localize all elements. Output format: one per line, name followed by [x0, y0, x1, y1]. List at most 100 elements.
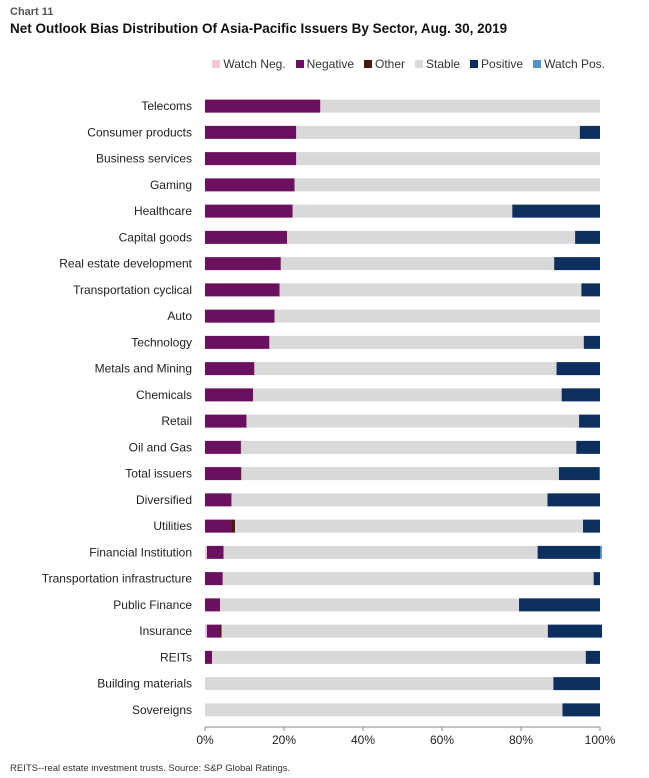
legend-item-positive: Positive — [470, 57, 523, 71]
category-label-utilities: Utilities — [153, 519, 192, 533]
category-label-capital-goods: Capital goods — [119, 230, 192, 244]
category-label-reits: REITs — [160, 650, 192, 664]
bar-stable-telecoms — [320, 99, 600, 113]
x-tick-label-2: 40% — [351, 733, 375, 747]
bar-negative-reits — [205, 650, 213, 664]
legend-swatch-watch-neg — [212, 60, 221, 68]
category-label-transportation-infrastructure: Transportation infrastructure — [42, 572, 193, 586]
category-label-diversified: Diversified — [136, 493, 192, 507]
chart-title: Net Outlook Bias Distribution Of Asia-Pa… — [10, 21, 508, 36]
category-label-chemicals: Chemicals — [136, 388, 192, 402]
bar-other-total-issuers — [240, 467, 242, 481]
bar-negative-metals-and-mining — [205, 362, 255, 376]
bar-stable-reits — [212, 650, 586, 664]
category-label-sovereigns: Sovereigns — [132, 703, 192, 717]
bar-negative-retail — [205, 414, 247, 428]
bar-negative-transportation-cyclical — [205, 283, 280, 297]
bar-stable-total-issuers — [241, 467, 559, 481]
category-label-auto: Auto — [167, 309, 192, 323]
category-label-telecoms: Telecoms — [141, 99, 192, 113]
bar-stable-metals-and-mining — [254, 362, 557, 376]
bar-stable-auto — [274, 309, 600, 323]
bar-stable-diversified — [231, 493, 548, 507]
bar-positive-transportation-infrastructure — [593, 572, 600, 586]
bar-positive-total-issuers — [558, 467, 600, 481]
bar-stable-technology — [269, 335, 584, 349]
bar-other-utilities — [231, 519, 236, 533]
footnote: REITS--real estate investment trusts. So… — [10, 763, 291, 774]
bar-stable-transportation-infrastructure — [222, 572, 594, 586]
bar-positive-transportation-cyclical — [581, 283, 600, 297]
category-label-healthcare: Healthcare — [134, 204, 192, 218]
category-label-gaming: Gaming — [150, 178, 192, 192]
bar-negative-gaming — [205, 178, 295, 192]
legend-label-positive: Positive — [481, 57, 524, 71]
bar-positive-consumer-products — [579, 125, 600, 139]
bar-negative-financial-institution — [206, 545, 224, 559]
bar-positive-reits — [585, 650, 600, 664]
bar-negative-chemicals — [205, 388, 254, 402]
category-label-public-finance: Public Finance — [113, 598, 192, 612]
category-label-real-estate-development: Real estate development — [59, 257, 192, 271]
bar-negative-diversified — [205, 493, 232, 507]
bar-negative-telecoms — [205, 99, 321, 113]
bar-stable-oil-and-gas — [240, 440, 577, 454]
bar-negative-utilities — [205, 519, 232, 533]
bar-positive-utilities — [583, 519, 600, 533]
bar-stable-business-services — [296, 152, 600, 166]
legend-item-watch-pos: Watch Pos. — [533, 57, 605, 71]
legend-swatch-positive — [470, 60, 479, 68]
category-label-transportation-cyclical: Transportation cyclical — [73, 283, 192, 297]
legend-label-negative: Negative — [306, 57, 354, 71]
bar-positive-capital-goods — [575, 230, 600, 244]
bar-positive-retail — [579, 414, 600, 428]
bar-positive-oil-and-gas — [576, 440, 600, 454]
bar-stable-real-estate-development — [280, 257, 555, 271]
category-label-technology: Technology — [131, 335, 192, 349]
bar-negative-healthcare — [205, 204, 293, 218]
legend-swatch-negative — [295, 60, 304, 68]
legend-item-stable: Stable — [415, 57, 460, 71]
bar-stable-retail — [246, 414, 580, 428]
legend-item-negative: Negative — [295, 57, 354, 71]
bar-watch-neg-financial-institution — [205, 545, 207, 559]
bar-stable-healthcare — [292, 204, 513, 218]
bar-positive-building-materials — [553, 677, 600, 691]
x-tick-label-1: 20% — [272, 733, 296, 747]
bar-positive-technology — [583, 335, 600, 349]
legend-item-other: Other — [364, 57, 405, 71]
bar-other-insurance — [220, 624, 222, 638]
bar-stable-utilities — [235, 519, 584, 533]
bar-positive-financial-institution — [537, 545, 600, 559]
x-tick-label-0: 0% — [196, 733, 214, 747]
legend-swatch-watch-pos — [533, 60, 542, 68]
category-label-retail: Retail — [161, 414, 192, 428]
legend-item-watch-neg: Watch Neg. — [212, 57, 286, 71]
legend: Watch Neg. Negative Other Stable Positiv… — [212, 57, 605, 71]
bar-stable-capital-goods — [287, 230, 576, 244]
category-label-oil-and-gas: Oil and Gas — [129, 440, 192, 454]
bar-stable-consumer-products — [296, 125, 580, 139]
bar-negative-technology — [205, 335, 270, 349]
bar-stable-financial-institution — [223, 545, 538, 559]
x-tick-label-3: 60% — [430, 733, 454, 747]
legend-label-stable: Stable — [426, 57, 461, 71]
bar-stable-insurance — [221, 624, 548, 638]
bar-negative-auto — [205, 309, 275, 323]
bar-positive-diversified — [547, 493, 600, 507]
legend-label-watch-pos: Watch Pos. — [544, 57, 605, 71]
legend-swatch-stable — [415, 60, 424, 68]
bar-stable-chemicals — [253, 388, 562, 402]
bar-negative-public-finance — [205, 598, 221, 612]
bar-negative-transportation-infrastructure — [205, 572, 223, 586]
bar-stable-public-finance — [220, 598, 520, 612]
chart-label: Chart 11 — [10, 6, 54, 18]
bar-negative-business-services — [205, 152, 297, 166]
bar-positive-chemicals — [561, 388, 600, 402]
legend-label-watch-neg: Watch Neg. — [223, 57, 286, 71]
bar-positive-metals-and-mining — [556, 362, 600, 376]
category-label-total-issuers: Total issuers — [125, 467, 192, 481]
bar-positive-public-finance — [519, 598, 600, 612]
bar-negative-total-issuers — [205, 467, 241, 481]
